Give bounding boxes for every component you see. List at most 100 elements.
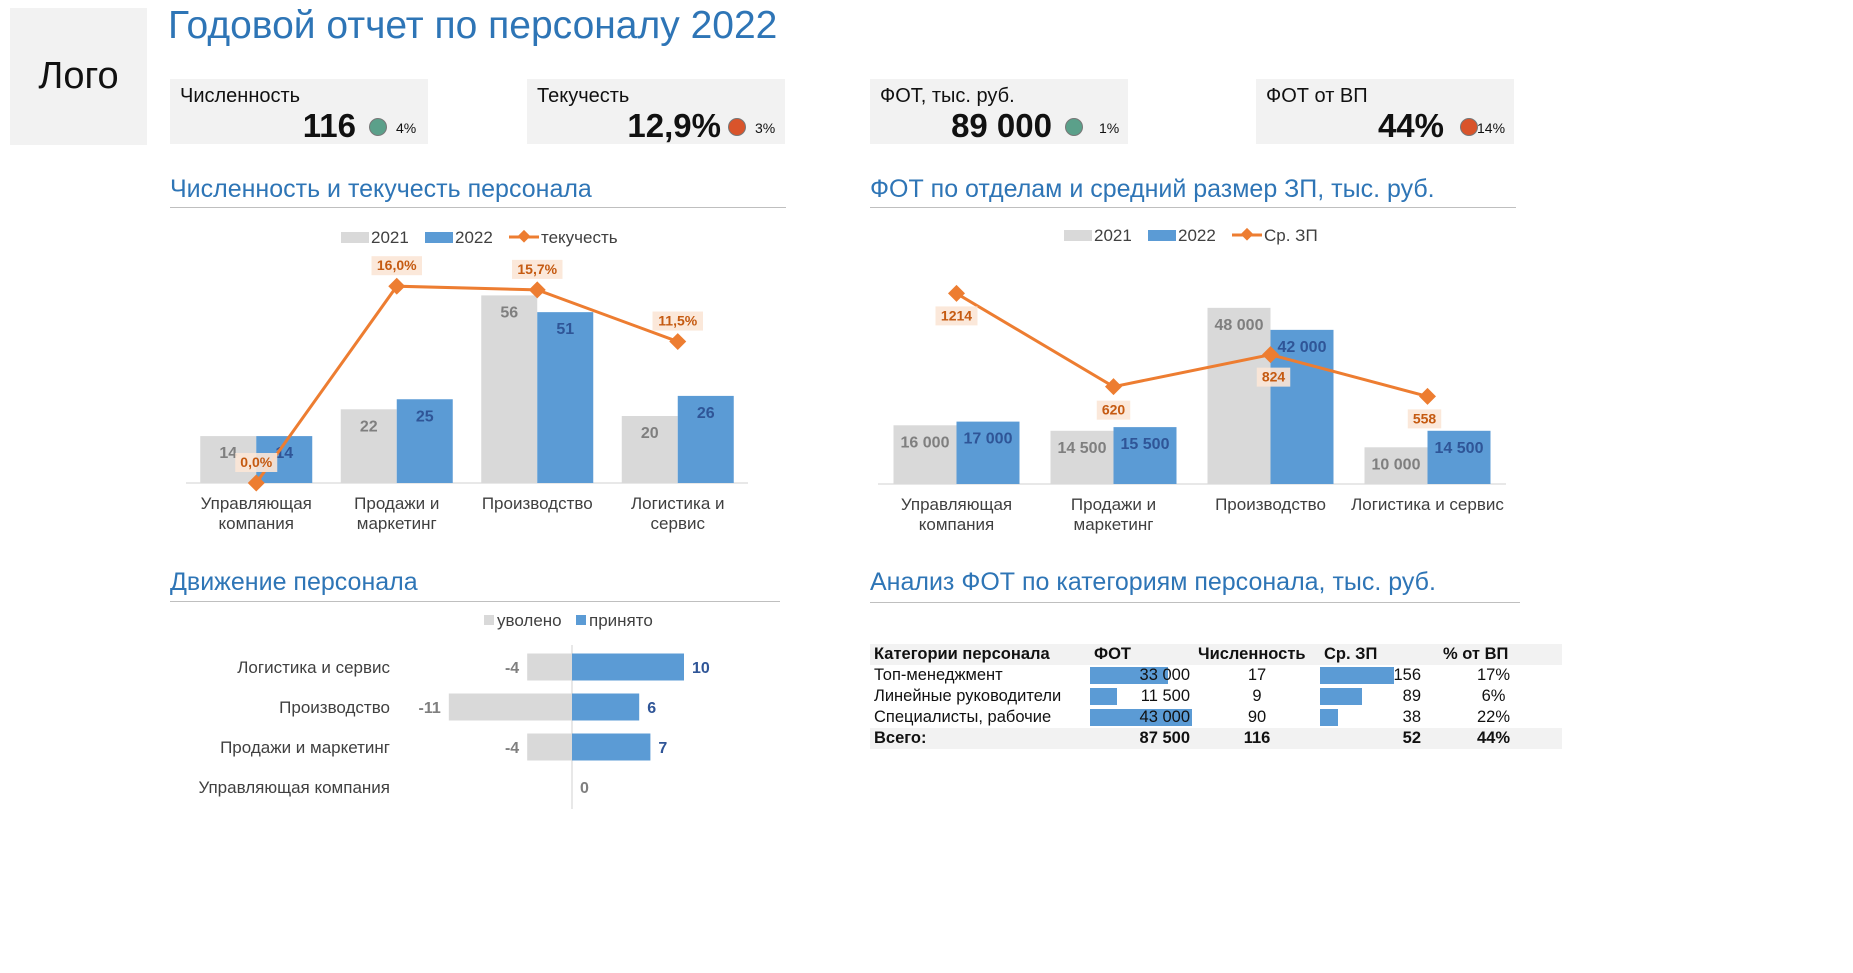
table-row: Топ-менеджмент 33 000 17 156 17% [870, 665, 1562, 686]
x-tick-label: Управляющая [201, 494, 312, 513]
line-point-marker [528, 281, 546, 299]
data-bar [1320, 688, 1363, 705]
page-title: Годовой отчет по персоналу 2022 [168, 4, 778, 47]
line-data-label: 0,0% [240, 454, 272, 470]
status-bad-icon [728, 118, 746, 136]
cell-value: 156 [1393, 666, 1421, 684]
data-label: 7 [658, 740, 667, 757]
bar-2021 [621, 416, 678, 483]
data-bar [1090, 688, 1118, 705]
data-label: 20 [641, 425, 659, 442]
y-tick-label: Продажи и маркетинг [220, 738, 390, 757]
series-line-текучесть [255, 284, 679, 484]
kpi-label: ФОТ от ВП [1266, 85, 1368, 107]
data-label: 17 000 [964, 431, 1013, 448]
bar-2022 [1427, 430, 1491, 484]
data-bar [1090, 709, 1192, 726]
line-point-marker [388, 277, 406, 295]
bar-2021 [1050, 430, 1114, 484]
percent-cell: 22% [1476, 708, 1511, 726]
data-label: 15 500 [1121, 436, 1170, 453]
y-tick-label: Логистика и сервис [237, 658, 390, 677]
data-bar [1090, 667, 1169, 684]
count-cell: 17 [1247, 666, 1267, 684]
table-row: Линейные руководители 11 500 9 89 6% [870, 686, 1562, 707]
section-title-headcount: Численность и текучесть персонала [170, 175, 592, 203]
legend-label: принято [589, 611, 653, 630]
bar-уволено [527, 653, 572, 681]
line-label-background [652, 311, 703, 331]
status-good-icon [369, 118, 387, 136]
avg-salary-cell: 89 [1320, 686, 1425, 707]
bar-2021 [481, 295, 538, 483]
data-label: -11 [419, 700, 441, 717]
table-header-row: Категории персонала ФОТ Численность Ср. … [870, 644, 1562, 665]
avg-salary-cell: 156 [1320, 665, 1425, 686]
bar-2022 [677, 395, 734, 483]
kpi-value: 44% [1377, 107, 1444, 144]
status-good-icon [1065, 118, 1083, 136]
x-tick-label: Логистика и сервис [1351, 495, 1504, 514]
fot-cell: 33 000 [1090, 665, 1194, 686]
line-data-label: 824 [1262, 369, 1286, 385]
cell-value: 11 500 [1140, 687, 1190, 705]
kpi-change: 4% [396, 120, 417, 136]
x-tick-label: Логистика и [631, 494, 725, 513]
data-bar [1320, 667, 1395, 684]
kpi-card-turnover: Текучесть 12,9% 3% [527, 79, 785, 144]
data-label: -4 [505, 660, 519, 677]
legend-swatch [341, 232, 369, 243]
bar-уволено [527, 733, 572, 761]
legend-label: 2021 [1094, 226, 1132, 245]
kpi-change: 3% [755, 120, 776, 136]
data-label: 42 000 [1278, 339, 1327, 356]
status-bad-icon [1460, 118, 1478, 136]
data-label: -4 [505, 740, 519, 757]
cell-value: 33 000 [1139, 666, 1190, 684]
legend-swatch [576, 615, 586, 625]
data-label: 26 [697, 405, 715, 422]
table-row: Специалисты, рабочие 43 000 90 38 22% [870, 707, 1562, 728]
bar-2021 [893, 425, 957, 484]
fot-cell: 43 000 [1090, 707, 1194, 728]
column-header: Численность [1198, 645, 1306, 663]
line-point-marker [247, 474, 265, 492]
bar-принято [572, 653, 684, 681]
column-header: Категории персонала [874, 645, 1050, 663]
fot-cell: 87 500 [1139, 729, 1190, 747]
legend-label: текучесть [541, 228, 618, 247]
cell-value: 38 [1402, 708, 1421, 726]
legend-label: Ср. ЗП [1264, 226, 1318, 245]
kpi-card-payroll-share: ФОТ от ВП 44% 14% [1256, 79, 1514, 144]
kpi-label: Текучесть [537, 85, 630, 107]
kpi-value: 116 [302, 107, 356, 144]
line-label-background [935, 306, 978, 326]
count-cell: 116 [1243, 729, 1271, 747]
kpi-value: 12,9% [627, 107, 721, 144]
legend-swatch [484, 615, 494, 625]
bar-2021 [1364, 447, 1428, 484]
bar-2021 [340, 409, 397, 483]
count-cell: 9 [1252, 687, 1262, 705]
bar-2022 [396, 399, 453, 483]
line-label-background [1407, 409, 1442, 429]
kpi-label: ФОТ, тыс. руб. [880, 85, 1015, 107]
data-label: 22 [360, 418, 378, 435]
line-label-background [371, 256, 422, 276]
x-tick-label: Производство [1215, 495, 1326, 514]
data-label: 48 000 [1215, 317, 1264, 334]
kpi-label: Численность [180, 85, 301, 107]
y-tick-label: Управляющая компания [198, 778, 390, 797]
column-header: Ср. ЗП [1324, 645, 1378, 663]
data-label: 16 000 [901, 434, 950, 451]
section-title-payroll: ФОТ по отделам и средний размер ЗП, тыс.… [870, 175, 1435, 203]
avg-salary-cell: 38 [1320, 707, 1425, 728]
column-header: ФОТ [1094, 645, 1131, 663]
series-line-Ср. ЗП [955, 292, 1428, 398]
data-bar [1320, 709, 1339, 726]
bar-2021 [1207, 307, 1271, 484]
section-title-analysis: Анализ ФОТ по категориям персонала, тыс.… [870, 568, 1436, 596]
x-tick-label: Управляющая [901, 495, 1012, 514]
